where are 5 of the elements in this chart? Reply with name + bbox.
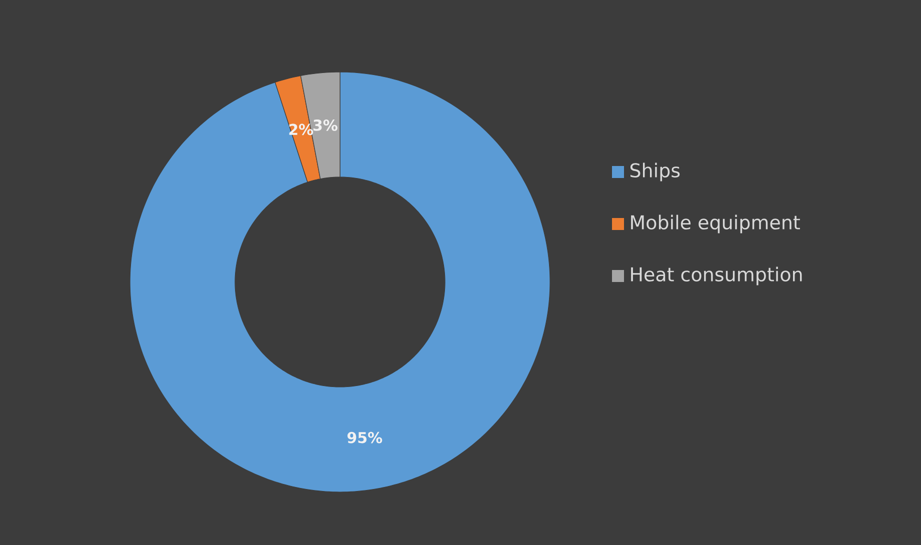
data-label: 3% [313, 120, 338, 131]
legend-label: Mobile equipment [631, 214, 800, 234]
data-label: 95% [347, 432, 382, 444]
legend-label: Ships [630, 162, 680, 182]
legend-label: Heat consumption [631, 266, 802, 286]
